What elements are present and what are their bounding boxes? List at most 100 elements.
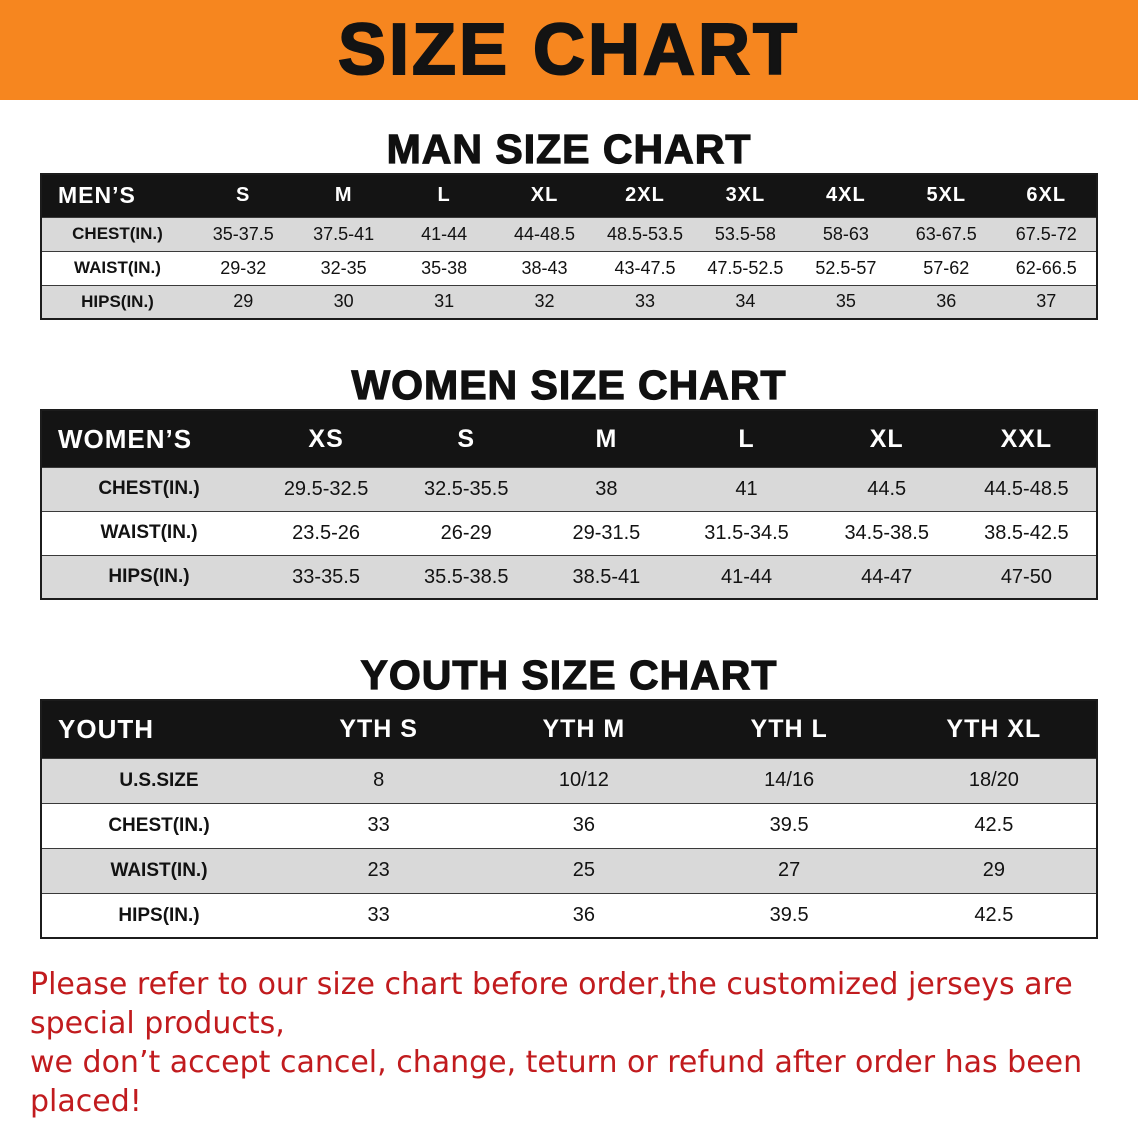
measurement-value: 38-43 (494, 250, 595, 286)
measurement-value: 32-35 (293, 250, 394, 286)
men-size-section: MAN SIZE CHART MEN’S S M L XL 2XL 3XL 4XL 5XL 6XL… (0, 125, 1138, 321)
measurement-value: 27 (686, 847, 892, 894)
size-column-header: XXL (956, 410, 1097, 468)
measurement-value: 33-35.5 (256, 554, 397, 600)
measurement-value: 44-48.5 (494, 216, 595, 252)
size-column-header: YTH L (686, 700, 892, 759)
measurement-value: 44.5 (816, 466, 957, 512)
measurement-value: 33 (276, 892, 482, 939)
men-size-chart-heading: MAN SIZE CHART (386, 125, 752, 172)
measurement-label: CHEST(IN.) (41, 466, 256, 512)
measurement-value: 35-38 (393, 250, 495, 286)
measurement-value: 23.5-26 (256, 510, 397, 556)
size-table-title: MEN’S (41, 174, 193, 218)
measurement-value: 47.5-52.5 (695, 250, 796, 286)
measurement-value: 31 (393, 284, 495, 320)
size-column-header: 3XL (695, 174, 796, 218)
measurement-value: 36 (481, 892, 687, 939)
measurement-value: 33 (276, 802, 482, 849)
measurement-value: 29 (193, 284, 294, 320)
size-column-header: M (536, 410, 677, 468)
measurement-label: CHEST(IN.) (41, 216, 193, 252)
measurement-value: 8 (276, 757, 482, 804)
measurement-value: 29.5-32.5 (256, 466, 397, 512)
size-column-header: L (676, 410, 817, 468)
measurement-value: 10/12 (481, 757, 687, 804)
measurement-value: 29-31.5 (536, 510, 677, 556)
measurement-value: 34.5-38.5 (816, 510, 957, 556)
measurement-value: 37 (996, 284, 1097, 320)
measurement-value: 29-32 (193, 250, 294, 286)
measurement-value: 32 (494, 284, 595, 320)
measurement-value: 42.5 (891, 892, 1097, 939)
measurement-value: 36 (896, 284, 997, 320)
measurement-value: 41 (676, 466, 817, 512)
measurement-value: 29 (891, 847, 1097, 894)
size-column-header: 2XL (594, 174, 696, 218)
size-column-header: S (193, 174, 294, 218)
disclaimer-line-2: we don’t accept cancel, change, teturn o… (30, 1045, 1083, 1120)
measurement-label: WAIST(IN.) (41, 847, 276, 894)
measurement-value: 47-50 (956, 554, 1097, 600)
measurement-label: CHEST(IN.) (41, 802, 276, 849)
women-size-chart-heading: WOMEN SIZE CHART (351, 362, 787, 409)
measurement-value: 57-62 (896, 250, 997, 286)
measurement-row: CHEST(IN.) 29.5-32.5 32.5-35.5 38 41 44.5 44.5… (41, 466, 1097, 512)
measurement-value: 43-47.5 (594, 250, 696, 286)
measurement-value: 48.5-53.5 (594, 216, 696, 252)
banner: SIZE CHART (0, 0, 1138, 100)
measurement-value: 63-67.5 (896, 216, 997, 252)
measurement-value: 41-44 (676, 554, 817, 600)
measurement-value: 18/20 (891, 757, 1097, 804)
size-table-header-row: YOUTH YTH S YTH M YTH L YTH XL (41, 700, 1097, 759)
size-column-header: 5XL (896, 174, 997, 218)
size-table-title: YOUTH (41, 700, 276, 759)
measurement-value: 33 (594, 284, 696, 320)
measurement-label: WAIST(IN.) (41, 510, 256, 556)
measurement-row: U.S.SIZE 8 10/12 14/16 18/20 (41, 757, 1097, 804)
size-column-header: YTH S (276, 700, 482, 759)
size-column-header: M (293, 174, 394, 218)
women-size-section: WOMEN SIZE CHART WOMEN’S XS S M L XL XXL CHEST(… (0, 362, 1138, 601)
measurement-value: 25 (481, 847, 687, 894)
measurement-value: 44.5-48.5 (956, 466, 1097, 512)
measurement-value: 35-37.5 (193, 216, 294, 252)
measurement-row: CHEST(IN.) 35-37.5 37.5-41 41-44 44-48.5 48.5… (41, 216, 1097, 252)
measurement-value: 58-63 (795, 216, 897, 252)
size-column-header: XL (816, 410, 957, 468)
size-column-header: 6XL (996, 174, 1097, 218)
measurement-label: WAIST(IN.) (41, 250, 193, 286)
measurement-row: HIPS(IN.) 29 30 31 32 33 34 35 36 37 (41, 284, 1097, 320)
measurement-value: 34 (695, 284, 796, 320)
measurement-label: HIPS(IN.) (41, 284, 193, 320)
measurement-value: 44-47 (816, 554, 957, 600)
measurement-value: 39.5 (686, 802, 892, 849)
measurement-row: HIPS(IN.) 33 36 39.5 42.5 (41, 892, 1097, 939)
measurement-value: 30 (293, 284, 394, 320)
size-column-header: S (396, 410, 537, 468)
measurement-row: WAIST(IN.) 23 25 27 29 (41, 847, 1097, 894)
measurement-value: 42.5 (891, 802, 1097, 849)
measurement-value: 23 (276, 847, 482, 894)
measurement-value: 32.5-35.5 (396, 466, 537, 512)
measurement-value: 31.5-34.5 (676, 510, 817, 556)
measurement-value: 26-29 (396, 510, 537, 556)
disclaimer-line-1: Please refer to our size chart before or… (30, 967, 1073, 1042)
measurement-value: 52.5-57 (795, 250, 897, 286)
size-column-header: 4XL (795, 174, 897, 218)
measurement-value: 53.5-58 (695, 216, 796, 252)
size-column-header: YTH XL (891, 700, 1097, 759)
measurement-label: HIPS(IN.) (41, 554, 256, 600)
youth-size-chart-heading: YOUTH SIZE CHART (360, 652, 778, 699)
youth-size-table: YOUTH YTH S YTH M YTH L YTH XL U.S.SIZE 8 10/12… (40, 699, 1098, 940)
page-title: SIZE CHART (337, 10, 800, 90)
measurement-row: WAIST(IN.) 29-32 32-35 35-38 38-43 43-47.5 47.… (41, 250, 1097, 286)
measurement-value: 35.5-38.5 (396, 554, 537, 600)
size-table-header-row: MEN’S S M L XL 2XL 3XL 4XL 5XL 6XL (41, 174, 1097, 218)
measurement-value: 41-44 (393, 216, 495, 252)
measurement-value: 39.5 (686, 892, 892, 939)
measurement-value: 14/16 (686, 757, 892, 804)
disclaimer: Please refer to our size chart before or… (30, 965, 1108, 1121)
size-column-header: XL (494, 174, 595, 218)
size-column-header: L (393, 174, 495, 218)
